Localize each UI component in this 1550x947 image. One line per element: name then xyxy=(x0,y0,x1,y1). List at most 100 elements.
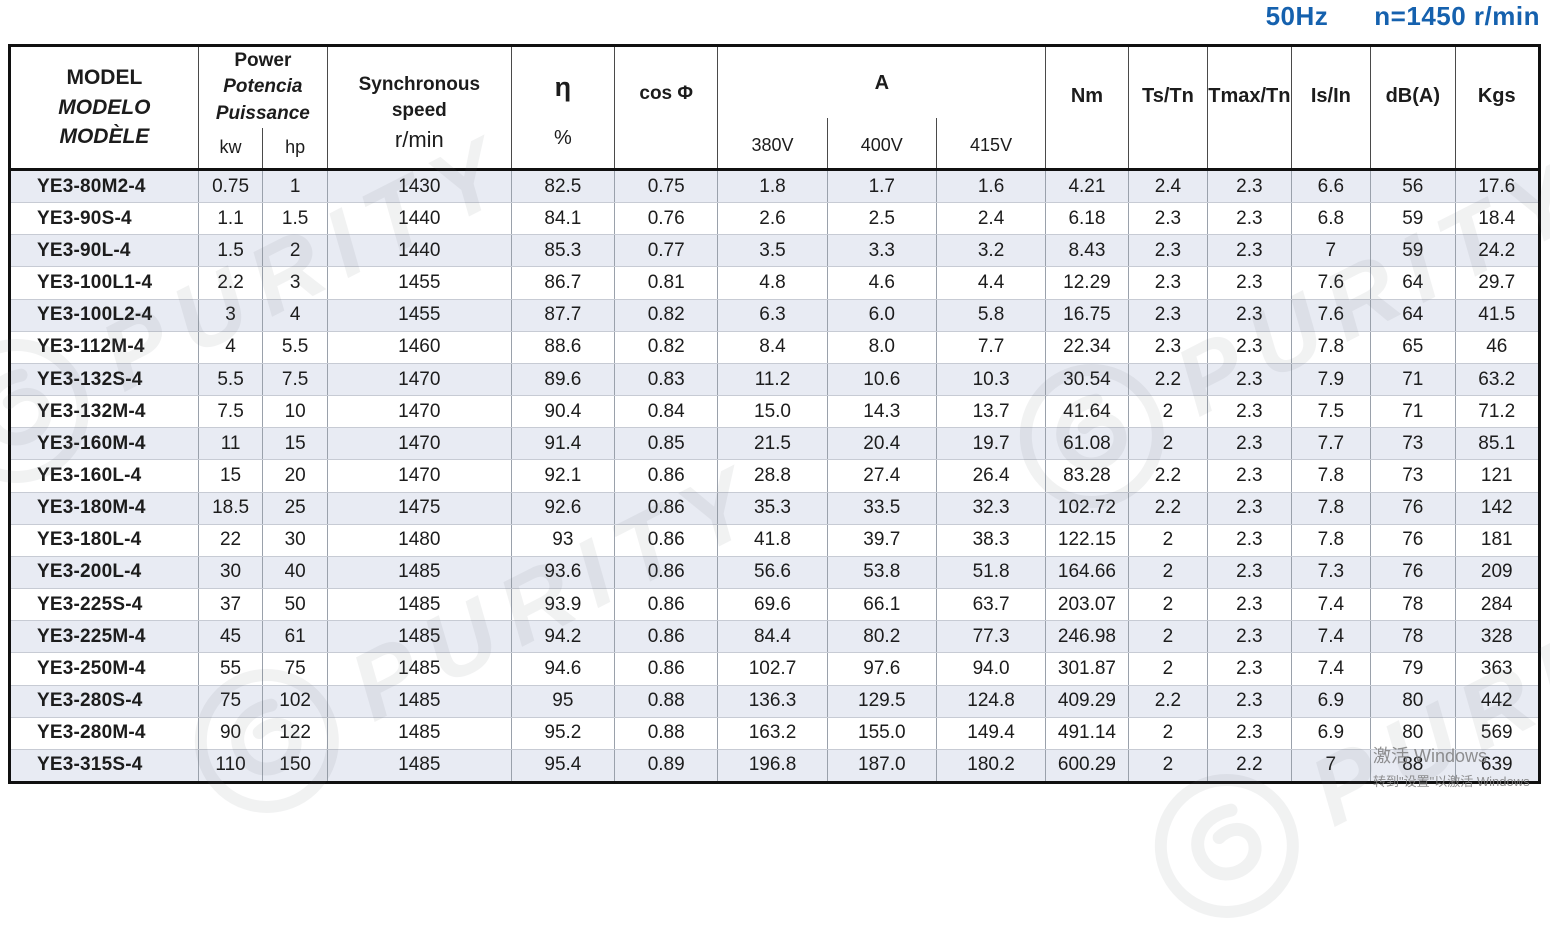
model-cell: YE3-160L-4 xyxy=(11,460,199,492)
value-cell: 11.2 xyxy=(718,363,828,396)
value-cell: 20.4 xyxy=(828,428,937,460)
motor-spec-table: MODEL MODELO MODÈLE Power Potencia Puiss… xyxy=(8,44,1541,784)
header-hp: hp xyxy=(262,128,327,168)
value-cell: 73 xyxy=(1371,460,1456,492)
value-cell: 3 xyxy=(263,267,328,299)
value-cell: 180.2 xyxy=(937,749,1047,781)
value-cell: 2.3 xyxy=(1208,203,1292,235)
table-row: YE3-160M-4 11 15 1470 91.4 0.85 21.5 20.4 19.7 61… xyxy=(11,427,1538,460)
value-cell: 80.2 xyxy=(828,621,937,653)
value-cell: 0.86 xyxy=(615,653,719,685)
value-cell: 59 xyxy=(1371,235,1456,267)
value-cell: 2.3 xyxy=(1208,524,1292,556)
value-cell: 7.6 xyxy=(1292,267,1372,299)
value-cell: 187.0 xyxy=(828,749,937,781)
value-cell: 328 xyxy=(1480,625,1513,647)
value-cell: 1480 xyxy=(328,524,512,556)
value-cell: 2.2 xyxy=(1208,749,1292,781)
model-cell: YE3-280S-4 xyxy=(11,685,199,717)
value-cell: 7.7 xyxy=(1292,428,1372,460)
value-cell: 7.5 xyxy=(1292,396,1372,428)
table-row: YE3-200L-4 30 40 1485 93.6 0.86 56.6 53.8 51.8 16… xyxy=(11,555,1538,589)
value-cell: 16.75 xyxy=(1046,299,1129,331)
value-cell: 196.8 xyxy=(718,749,828,781)
value-cell: 8.4 xyxy=(718,331,828,363)
value-cell: 41.8 xyxy=(718,524,828,556)
value-cell: 1485 xyxy=(328,556,512,589)
value-cell: 55 xyxy=(199,653,264,685)
value-cell: 0.76 xyxy=(615,203,719,235)
value-cell: 163.2 xyxy=(718,717,828,749)
header-power-es: Potencia xyxy=(223,76,303,98)
header-power: Power Potencia Puissance kw hp xyxy=(199,47,328,168)
value-cell: 2 xyxy=(1129,556,1209,589)
model-cell: YE3-180L-4 xyxy=(11,524,199,556)
value-cell: 56 xyxy=(1371,171,1456,203)
value-cell: 88.6 xyxy=(512,331,616,363)
value-cell: 2.6 xyxy=(718,203,828,235)
value-cell: 79 xyxy=(1371,653,1456,685)
value-cell: 10.6 xyxy=(828,363,937,396)
value-cell: 90.4 xyxy=(512,396,616,428)
value-cell: 14.3 xyxy=(828,396,937,428)
value-cell: 28.8 xyxy=(718,460,828,492)
value-cell: 2 xyxy=(1129,653,1209,685)
value-cell: 59 xyxy=(1371,203,1456,235)
header-sync-line1: Synchronous xyxy=(358,73,481,95)
value-cell: 0.82 xyxy=(615,331,719,363)
value-cell: 93.9 xyxy=(512,589,616,621)
value-cell: 2 xyxy=(1129,524,1209,556)
value-cell: 80 xyxy=(1371,685,1456,717)
value-cell: 26.4 xyxy=(937,460,1047,492)
header-power-factor: cos Φ xyxy=(615,47,719,168)
value-cell: 50 xyxy=(263,589,328,621)
value-cell: 7 xyxy=(1292,749,1372,781)
value-cell: 1.7 xyxy=(828,171,937,203)
value-cell: 18.5 xyxy=(199,492,264,524)
value-cell: 7.5 xyxy=(263,363,328,396)
header-current-symbol: A xyxy=(874,71,890,94)
value-cell: 102.72 xyxy=(1046,492,1129,524)
value-cell: 30 xyxy=(263,524,328,556)
value-cell: 33.5 xyxy=(828,492,937,524)
value-cell: 0.86 xyxy=(615,492,719,524)
header-ts-tn: Ts/Tn xyxy=(1129,47,1209,168)
value-cell: 2.4 xyxy=(1129,171,1209,203)
value-cell: 7.7 xyxy=(937,331,1047,363)
value-cell: 1485 xyxy=(328,589,512,621)
model-cell: YE3-315S-4 xyxy=(11,749,199,781)
value-cell: 2.3 xyxy=(1129,267,1209,299)
value-cell: 0.81 xyxy=(615,267,719,299)
table-row: YE3-80M2-4 0.75 1 1430 82.5 0.75 1.8 1.7 1.6 4.21… xyxy=(11,171,1538,203)
value-cell: 1485 xyxy=(328,621,512,653)
value-cell: 2 xyxy=(1129,589,1209,621)
header-weight-kgs: Kgs xyxy=(1477,84,1516,107)
header-sync-line2: speed xyxy=(391,100,447,122)
value-cell: 1430 xyxy=(328,171,512,203)
value-cell: 442 xyxy=(1480,690,1513,712)
value-cell: 2.3 xyxy=(1208,299,1292,331)
value-cell: 22.34 xyxy=(1046,331,1129,363)
value-cell: 1485 xyxy=(328,685,512,717)
value-cell: 37 xyxy=(199,589,264,621)
value-cell: 149.4 xyxy=(937,717,1047,749)
value-cell: 4 xyxy=(263,299,328,331)
value-cell: 4.21 xyxy=(1046,171,1129,203)
value-cell: 2 xyxy=(1129,396,1209,428)
value-cell: 75 xyxy=(199,685,264,717)
value-cell: 7.4 xyxy=(1292,653,1372,685)
header-db: dB(A) xyxy=(1371,47,1456,168)
value-cell: 64 xyxy=(1371,267,1456,299)
value-cell: 90 xyxy=(199,717,264,749)
value-cell: 2 xyxy=(263,235,328,267)
value-cell: 181 xyxy=(1480,529,1513,551)
value-cell: 19.7 xyxy=(937,428,1047,460)
header-eta-symbol: η xyxy=(554,71,572,102)
value-cell: 2.2 xyxy=(199,267,264,299)
value-cell: 25 xyxy=(263,492,328,524)
header-current: A 380V 400V 415V xyxy=(718,47,1047,168)
value-cell: 29.7 xyxy=(1478,272,1516,294)
value-cell: 2.3 xyxy=(1208,460,1292,492)
header-model-fr: MODÈLE xyxy=(59,125,150,149)
value-cell: 94.2 xyxy=(512,621,616,653)
